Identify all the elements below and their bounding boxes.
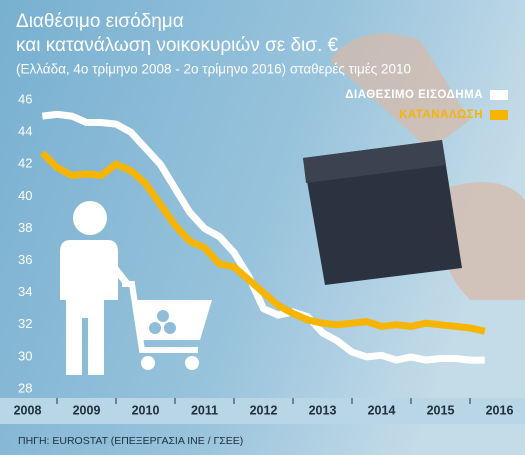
legend-swatch [490, 110, 508, 120]
wallet-illustration [303, 33, 525, 300]
y-tick-label: 42 [18, 156, 32, 171]
x-tick-label: 2011 [191, 403, 218, 417]
data-line [39, 150, 486, 335]
y-tick-label: 38 [18, 220, 32, 235]
y-tick-label: 46 [18, 91, 32, 106]
x-tick-label: 2014 [368, 403, 396, 417]
shopper-icon [60, 201, 212, 375]
legend-label: ΔΙΑΘΕΣΙΜΟ ΕΙΣΟΔΗΜΑ [345, 89, 483, 101]
legend-label: ΚΑΤΑΝΑΛΩΣΗ [399, 109, 483, 121]
y-tick-label: 34 [18, 284, 32, 299]
chart-title: και κατανάλωση νοικοκυριών σε δισ. € [16, 35, 339, 56]
chart-title: Διαθέσιμο εισόδημα [16, 11, 184, 32]
chart-subtitle: (Ελλάδα, 4ο τρίμηνο 2008 - 2ο τρίμηνο 20… [16, 62, 411, 77]
data-line [41, 110, 485, 364]
y-tick-label: 44 [18, 124, 32, 139]
x-tick-label: 2010 [132, 403, 160, 417]
y-tick-label: 32 [18, 316, 32, 331]
y-tick-label: 40 [18, 188, 32, 203]
y-tick-label: 30 [18, 348, 32, 363]
x-tick-label: 2009 [73, 403, 101, 417]
x-tick-label: 2008 [14, 403, 42, 417]
x-axis-band [0, 398, 525, 424]
source-note: ΠΗΓΗ: EUROSTAT (ΕΠΕΞΕΡΓΑΣΙΑ ΙΝΕ / ΓΣΕΕ) [18, 435, 243, 447]
x-tick-label: 2012 [250, 403, 278, 417]
x-tick-label: 2015 [427, 403, 455, 417]
x-tick-label: 2016 [486, 403, 514, 417]
x-tick-label: 2013 [309, 403, 337, 417]
y-tick-label: 36 [18, 252, 32, 267]
legend-swatch [490, 90, 508, 100]
y-tick-label: 28 [18, 380, 32, 395]
